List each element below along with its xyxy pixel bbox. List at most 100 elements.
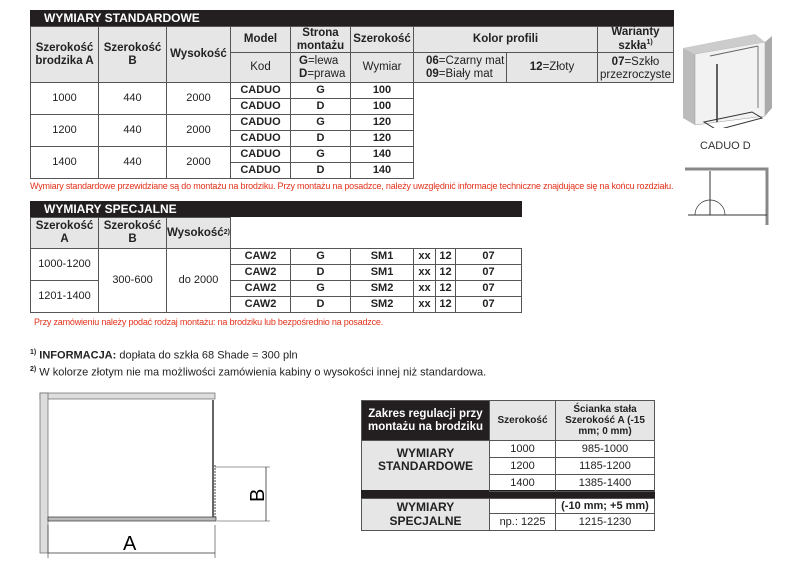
plan-view-diagram [685,167,769,225]
adjust-std-value: 985-1000 [555,440,655,458]
adjust-spec-empty [489,498,556,514]
adjust-col-width: Szerokość [489,400,556,441]
cell-model: CADUO [230,114,291,131]
cell-width: 120 [350,114,414,131]
cell-width-tray-a: 1000 [30,82,99,115]
cell-side: G [290,280,351,297]
header-side: Strona montażu [290,26,351,53]
cell-side: D [290,162,351,179]
header-color-sub1: 06=Czarny mat 09=Biały mat [413,52,507,83]
header-width-a: Szerokość A [30,217,99,249]
cell-width-a: 1201-1400 [30,280,99,313]
cell-color-gold: 12 [435,280,456,297]
standard-title: WYMIARY STANDARDOWE [30,10,674,26]
cell-model: CAW2 [230,296,291,313]
cell-width-a: 1000-1200 [30,248,99,281]
cell-width-tray-a: 1400 [30,146,99,179]
special-note: Przy zamówieniu należy podać rodzaj mont… [34,317,384,327]
cell-width: 140 [350,146,414,163]
cell-model: CADUO [230,98,291,115]
adjust-spec-range: (-10 mm; +5 mm) [555,498,655,514]
cell-side: D [290,264,351,281]
cell-glass: 07 [455,296,522,313]
special-width-b: 300-600 [98,248,167,313]
header-side-sub: G=lewa D=prawa [290,52,351,83]
header-width-tray-a: Szerokość brodzika A [30,26,99,83]
cell-color: xx [413,280,436,297]
cell-height: 2000 [166,114,231,147]
cell-model: CAW2 [230,280,291,297]
cell-width: 140 [350,162,414,179]
adjust-std-value: 1385-1400 [555,474,655,492]
cell-color: xx [413,296,436,313]
cell-glass: 07 [455,264,522,281]
cell-side: D [290,130,351,147]
cell-width: 120 [350,130,414,147]
header-height: Wysokość 2) [166,217,231,249]
special-height: do 2000 [166,248,231,313]
cell-side: G [290,248,351,265]
header-model: Model [230,26,291,53]
cell-model: CAW2 [230,264,291,281]
adjust-std-width: 1000 [489,440,556,458]
adjust-col-panel: Ścianka stała Szerokość A (-15 mm; 0 mm) [555,400,655,441]
cell-model: CADUO [230,162,291,179]
cell-side: G [290,146,351,163]
label-a: A [123,533,137,555]
adjust-header: Zakres regulacji przy montażu na brodzik… [361,400,490,441]
header-glass: Warianty szkła1) [597,26,674,53]
adjust-std-label: WYMIARY STANDARDOWE [361,440,490,491]
special-title: WYMIARY SPECJALNE [30,201,522,217]
label-b: B [247,489,269,502]
cell-width-b: 440 [98,82,167,115]
dimension-diagram: B A [39,392,270,558]
cell-width: SM2 [350,280,414,297]
product-3d-illustration [683,34,772,128]
header-color-sub2: 12 =Złoty [506,52,598,83]
adjust-spec-value: 1215-1230 [555,513,655,531]
header-height: Wysokość [166,26,231,83]
header-width-sub: Wymiar [350,52,414,83]
header-width-b: Szerokość B [98,26,167,83]
cell-width-tray-a: 1200 [30,114,99,147]
cell-side: G [290,82,351,99]
footnotes: 1) INFORMACJA: dopłata do szkła 68 Shade… [30,346,486,379]
cell-width-b: 440 [98,146,167,179]
header-model-sub: Kod [230,52,291,83]
header-color: Kolor profili [413,26,598,53]
standard-note: Wymiary standardowe przewidziane są do m… [30,181,674,191]
cell-height: 2000 [166,146,231,179]
cell-color: xx [413,264,436,281]
header-width-b: Szerokość B [98,217,167,249]
adjust-std-width: 1200 [489,457,556,475]
cell-color-gold: 12 [435,248,456,265]
cell-side: D [290,98,351,115]
cell-width: SM1 [350,264,414,281]
cell-width: 100 [350,82,414,99]
cell-width: SM1 [350,248,414,265]
product-caption: CADUO D [700,140,751,152]
cell-color-gold: 12 [435,264,456,281]
cell-width: 100 [350,98,414,115]
footnote-2: 2) W kolorze złotym nie ma możliwości za… [30,365,487,379]
adjust-std-value: 1185-1200 [555,457,655,475]
cell-side: G [290,114,351,131]
cell-height: 2000 [166,82,231,115]
cell-side: D [290,296,351,313]
cell-glass: 07 [455,280,522,297]
footnote-1: 1) INFORMACJA: dopłata do szkła 68 Shade… [30,349,298,362]
header-width: Szerokość [350,26,414,53]
cell-glass: 07 [455,248,522,265]
cell-model: CADUO [230,146,291,163]
cell-color-gold: 12 [435,296,456,313]
cell-model: CADUO [230,130,291,147]
header-glass-sub: 07=Szkło przezroczyste [597,52,674,83]
adjust-spec-width: np.: 1225 [489,513,556,531]
cell-width-b: 440 [98,114,167,147]
divider-bar [361,490,655,499]
adjust-spec-label: WYMIARY SPECJALNE [361,498,490,531]
cell-color: xx [413,248,436,265]
cell-model: CADUO [230,82,291,99]
adjust-std-width: 1400 [489,474,556,492]
cell-model: CAW2 [230,248,291,265]
